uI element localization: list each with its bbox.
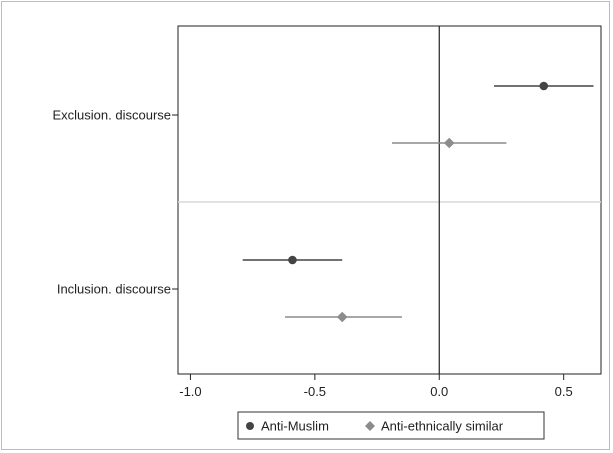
legend-box (237, 411, 545, 440)
point-estimate-circle (288, 255, 297, 265)
category-label: Inclusion. discourse (57, 282, 171, 297)
legend-diamond-marker (365, 421, 375, 431)
category-label: Exclusion. discourse (53, 108, 172, 123)
plot-area (177, 25, 602, 375)
point-estimate-diamond (336, 311, 348, 323)
x-tick-label: 0.0 (430, 384, 448, 399)
legend-circle-marker (246, 422, 254, 430)
x-tick-label: -1.0 (179, 384, 201, 399)
x-tick-label: -0.5 (304, 384, 326, 399)
x-tick-label: 0.5 (555, 384, 573, 399)
legend: Anti-Muslim Anti-ethnically similar (237, 411, 545, 440)
legend-label: Anti-ethnically similar (381, 419, 504, 434)
legend-label: Anti-Muslim (261, 419, 329, 434)
point-estimate-diamond (443, 137, 455, 149)
point-estimate-circle (539, 81, 549, 91)
